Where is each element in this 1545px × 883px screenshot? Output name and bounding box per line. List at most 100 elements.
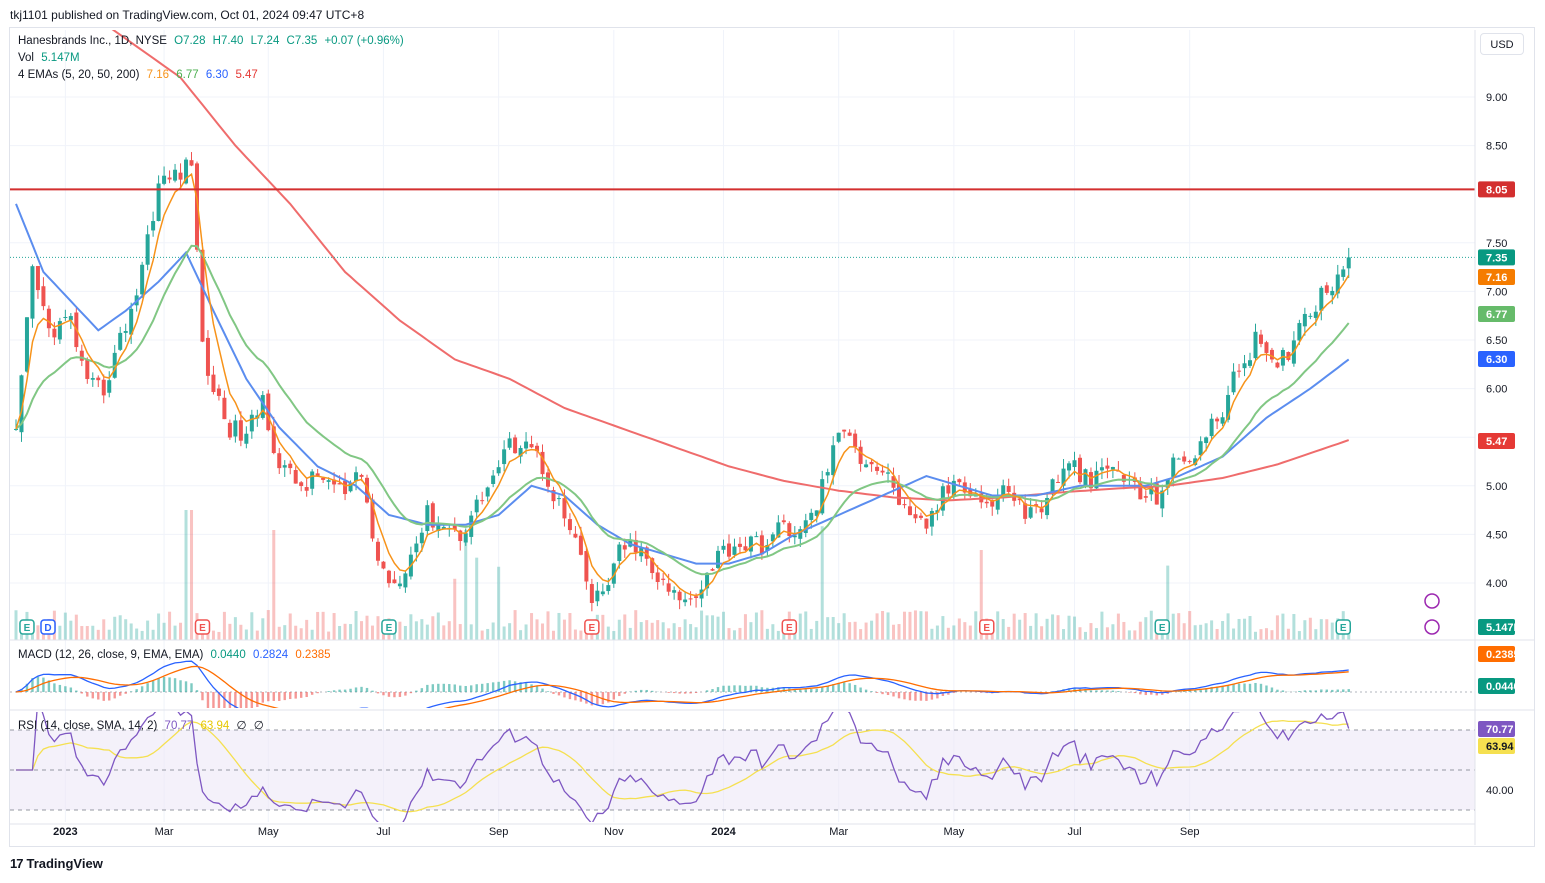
volume-bar xyxy=(464,530,468,640)
price-tick-label: 7.50 xyxy=(1486,238,1507,250)
volume-bar xyxy=(1204,623,1208,640)
volume-bar xyxy=(442,625,446,640)
volume-bar xyxy=(179,622,183,640)
candle-body xyxy=(1330,290,1335,296)
earnings-marker-box xyxy=(381,619,397,635)
macd-hist-bar xyxy=(502,680,506,692)
volume-bar xyxy=(738,627,742,640)
volume-bar xyxy=(524,624,528,640)
candle-body xyxy=(321,477,326,480)
macd-hist-bar xyxy=(173,678,177,692)
candle-body xyxy=(425,505,430,532)
macd-hist-bar xyxy=(875,692,879,693)
macd-hist-bar xyxy=(1150,692,1153,695)
volume-bar xyxy=(875,613,879,640)
candle-body xyxy=(1253,331,1258,359)
candle-body xyxy=(1072,460,1077,468)
macd-hist-bar xyxy=(941,692,945,696)
event-markers[interactable]: E E E E E E E ED xyxy=(19,593,1440,635)
candle-body xyxy=(556,498,561,500)
candle-body xyxy=(748,536,753,552)
macd-hist-bar xyxy=(310,692,314,695)
volume-bar xyxy=(190,510,194,640)
currency-button[interactable]: USD xyxy=(1480,33,1524,55)
candle-body xyxy=(737,543,742,547)
volume-bar xyxy=(414,621,418,640)
volume-bar xyxy=(776,630,780,640)
macd-hist-bar xyxy=(881,692,884,695)
volume-bar xyxy=(491,622,495,640)
candle-body xyxy=(90,378,95,380)
volume-bar xyxy=(711,615,715,640)
volume-bar xyxy=(837,623,841,640)
candle-body xyxy=(584,551,589,582)
ema50-tag: 6.30 xyxy=(1486,354,1507,366)
candle-body xyxy=(1182,456,1187,462)
macd-hist-bar xyxy=(1215,686,1219,692)
volume-bar xyxy=(952,625,956,640)
macd-hist-bar xyxy=(853,684,857,692)
candle-body xyxy=(907,506,912,516)
candlesticks[interactable] xyxy=(14,152,1351,612)
macd-hist-bar xyxy=(179,680,182,692)
macd-hist-bar xyxy=(393,692,396,698)
macd-hist-bar xyxy=(86,692,89,697)
candle-body xyxy=(1280,350,1285,366)
candle-body xyxy=(216,388,221,396)
price-axis: 4.004.505.005.506.006.507.007.508.509.00… xyxy=(1474,30,1523,845)
volume-bar xyxy=(513,610,517,640)
volume-bar xyxy=(1259,629,1263,640)
candle-body xyxy=(770,534,775,542)
volume-bar xyxy=(579,630,583,640)
macd-hist-bar xyxy=(557,692,561,696)
macd-hist-bar xyxy=(1342,689,1345,692)
volume-bar xyxy=(1221,621,1225,640)
macd-signal-line xyxy=(15,665,1349,708)
volume-bar xyxy=(1138,621,1142,640)
earnings-marker-box xyxy=(19,619,35,635)
macd-hist-bar xyxy=(782,687,786,692)
macd-hist-bar xyxy=(947,692,950,695)
candle-body xyxy=(288,463,293,469)
volume-bar xyxy=(486,628,490,640)
macd-hist-bar xyxy=(217,692,221,708)
legend-rsi-extra2: ∅ xyxy=(253,720,264,732)
volume-bar xyxy=(963,622,967,640)
volume-bar xyxy=(146,620,150,640)
macd-hist-bar xyxy=(1243,683,1246,692)
macd-hist-bar xyxy=(886,692,890,696)
volume-bar xyxy=(403,625,407,640)
volume-bar xyxy=(1171,613,1175,640)
candle-body xyxy=(716,550,721,568)
volume-bar xyxy=(1100,611,1104,640)
resistance-price-tag: 8.05 xyxy=(1486,184,1507,196)
candle-body xyxy=(880,470,885,473)
legend-macd-label: MACD (12, 26, close, 9, EMA, EMA) xyxy=(18,649,204,661)
candle-body xyxy=(617,544,622,561)
volume-bar xyxy=(288,613,292,640)
volume-bar xyxy=(310,629,314,640)
volume-bar xyxy=(661,622,665,640)
macd-hist-bar xyxy=(1095,690,1098,692)
candle-body xyxy=(886,472,891,474)
macd-hist-bar xyxy=(1139,692,1142,695)
macd-hist-bar xyxy=(31,678,34,692)
earnings-marker: E xyxy=(1159,623,1166,634)
candle-body xyxy=(46,308,51,329)
volume-bar xyxy=(80,626,84,640)
macd-hist-bar xyxy=(190,683,193,692)
candle-body xyxy=(732,546,737,555)
macd-hist-bar xyxy=(1210,686,1213,692)
earnings-marker: E xyxy=(199,623,206,634)
candle-body xyxy=(419,532,424,544)
volume-bar xyxy=(1001,619,1005,640)
volume-bar xyxy=(1319,619,1323,640)
volume-bar xyxy=(277,626,281,640)
candle-body xyxy=(781,520,786,523)
candle-body xyxy=(567,519,572,531)
candle-body xyxy=(935,510,940,513)
candle-body xyxy=(1001,485,1006,498)
candle-body xyxy=(1341,269,1346,277)
candle-body xyxy=(655,572,660,583)
